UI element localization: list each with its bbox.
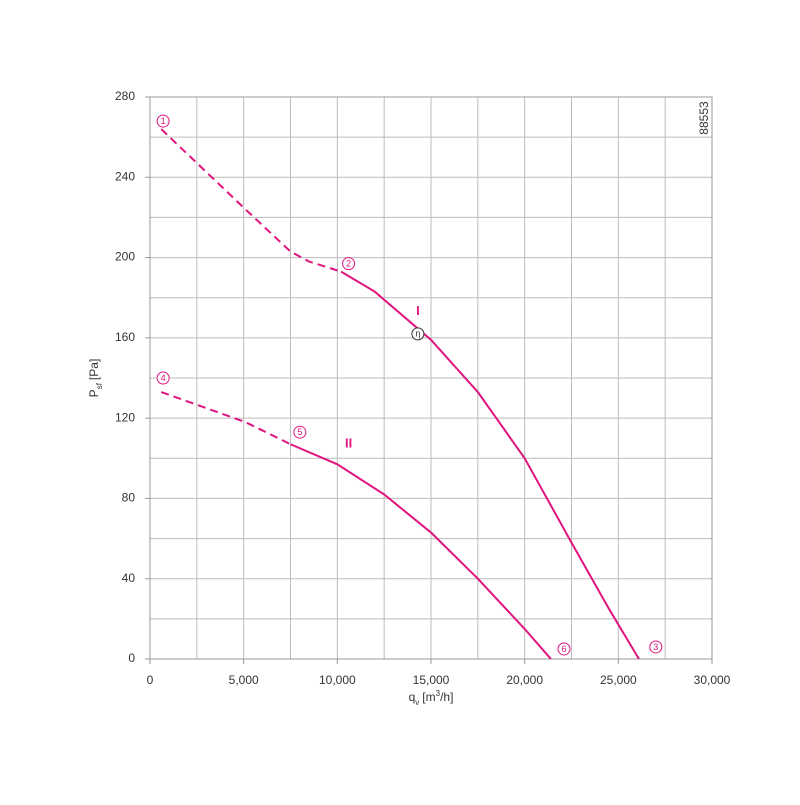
x-axis-label-part: q bbox=[409, 690, 416, 704]
x-tick-label: 0 bbox=[147, 673, 154, 687]
x-axis-label: qv [m3/h] bbox=[409, 689, 454, 707]
x-tick-label: 20,000 bbox=[506, 673, 543, 687]
x-tick-label: 25,000 bbox=[600, 673, 637, 687]
x-axis-label-part: /h] bbox=[440, 690, 453, 704]
point-label: 2 bbox=[346, 258, 351, 268]
y-tick-label: 240 bbox=[115, 169, 135, 183]
y-axis-label-part: sf bbox=[95, 382, 104, 389]
x-axis-label-part: 3 bbox=[436, 689, 441, 698]
point-marker bbox=[557, 642, 571, 656]
y-tick-label: 120 bbox=[115, 410, 135, 424]
y-axis-label-part: P bbox=[87, 389, 101, 397]
y-tick-label: 0 bbox=[128, 651, 135, 665]
point-label: 6 bbox=[561, 644, 566, 654]
point-marker bbox=[156, 114, 170, 128]
y-tick-label: 40 bbox=[122, 571, 136, 585]
code: 88553 bbox=[697, 101, 711, 135]
curve-label: I bbox=[416, 303, 420, 318]
x-axis-label-part: v bbox=[415, 698, 419, 707]
point-marker bbox=[156, 371, 170, 385]
point-marker bbox=[649, 640, 663, 654]
curve-label: II bbox=[345, 436, 352, 451]
fan-curve bbox=[160, 128, 342, 273]
point-marker bbox=[293, 425, 307, 439]
x-tick-label: 15,000 bbox=[413, 673, 450, 687]
y-tick-label: 280 bbox=[115, 89, 135, 103]
fan-curve bbox=[160, 391, 291, 446]
x-axis-label-part: [m bbox=[422, 690, 435, 704]
x-tick-label: 10,000 bbox=[319, 673, 356, 687]
point-marker bbox=[411, 327, 425, 341]
y-tick-label: 200 bbox=[115, 250, 135, 264]
point-label: 4 bbox=[161, 373, 166, 383]
x-tick-label: 5,000 bbox=[229, 673, 259, 687]
point-label: 1 bbox=[161, 116, 166, 126]
point-label: η bbox=[415, 329, 420, 339]
y-axis-label: Psf [Pa] bbox=[87, 359, 103, 398]
fan-curve bbox=[340, 270, 640, 660]
y-axis-label-part: [Pa] bbox=[87, 359, 101, 380]
x-tick-label: 30,000 bbox=[694, 673, 731, 687]
point-label: 3 bbox=[653, 642, 658, 652]
y-tick-label: 80 bbox=[122, 491, 136, 505]
point-label: 5 bbox=[297, 427, 302, 437]
fan-curve bbox=[290, 443, 552, 660]
point-marker bbox=[342, 257, 356, 271]
y-tick-label: 160 bbox=[115, 330, 135, 344]
